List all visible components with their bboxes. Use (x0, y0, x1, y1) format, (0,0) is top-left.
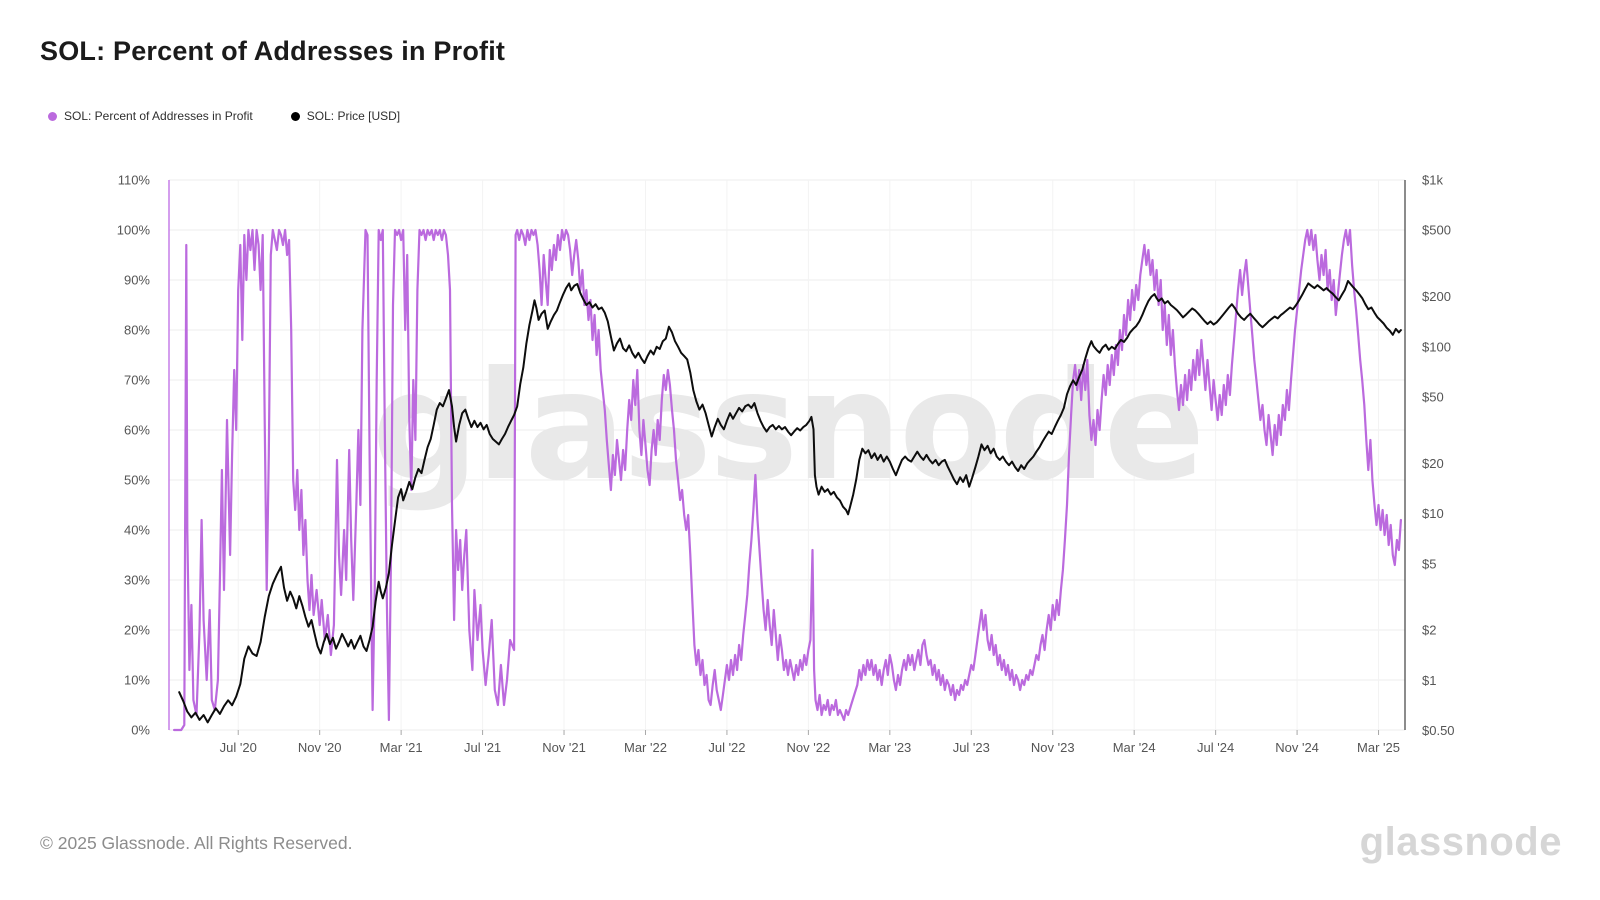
x-axis-tick-label: Nov '21 (542, 740, 586, 755)
x-axis-tick-label: Mar '24 (1113, 740, 1156, 755)
page-title: SOL: Percent of Addresses in Profit (40, 36, 506, 66)
chart-legend: SOL: Percent of Addresses in Profit SOL:… (48, 109, 400, 123)
right-axis-tick-label: $50 (1422, 390, 1444, 405)
legend-label: SOL: Percent of Addresses in Profit (64, 109, 253, 123)
right-axis-tick-label: $100 (1422, 339, 1451, 354)
right-axis-tick-label: $2 (1422, 623, 1436, 638)
plot-area[interactable] (169, 180, 1405, 730)
legend-item-price[interactable]: SOL: Price [USD] (290, 109, 401, 123)
x-axis-tick-label: Jul '21 (464, 740, 501, 755)
right-axis-tick-label: $10 (1422, 506, 1444, 521)
right-axis-tick-label: $1k (1422, 173, 1443, 188)
left-axis-tick-label: 80% (124, 323, 150, 338)
legend-dot-black-icon (290, 111, 300, 121)
left-axis-tick-label: 60% (124, 423, 150, 438)
left-axis-tick-label: 100% (117, 223, 151, 238)
x-axis-tick-label: Jul '24 (1197, 740, 1234, 755)
x-axis-tick-label: Nov '20 (298, 740, 342, 755)
right-axis-tick-label: $5 (1422, 556, 1436, 571)
left-axis-tick-label: 90% (124, 273, 150, 288)
x-axis-tick-label: Jul '20 (220, 740, 257, 755)
legend-label: SOL: Price [USD] (306, 109, 401, 123)
x-axis-tick-label: Jul '22 (708, 740, 745, 755)
x-axis-tick-label: Jul '23 (953, 740, 990, 755)
legend-item-percent-in-profit[interactable]: SOL: Percent of Addresses in Profit (48, 109, 253, 123)
left-axis-tick-label: 10% (124, 673, 150, 688)
x-axis-tick-label: Mar '23 (868, 740, 911, 755)
glassnode-logo: glassnode (1359, 820, 1562, 864)
x-axis-tick-label: Nov '22 (787, 740, 831, 755)
left-axis-tick-label: 0% (131, 723, 150, 738)
x-axis-tick-label: Nov '24 (1275, 740, 1319, 755)
right-axis-tick-label: $0.50 (1422, 723, 1455, 738)
left-axis-tick-label: 70% (124, 373, 150, 388)
left-axis-tick-label: 50% (124, 473, 150, 488)
right-axis-tick-label: $500 (1422, 223, 1451, 238)
left-axis-tick-label: 30% (124, 573, 150, 588)
right-axis-tick-label: $1 (1422, 673, 1436, 688)
copyright-text: © 2025 Glassnode. All Rights Reserved. (40, 833, 353, 853)
right-axis-tick-label: $200 (1422, 289, 1451, 304)
left-axis-tick-label: 20% (124, 623, 150, 638)
left-axis-tick-label: 40% (124, 523, 150, 538)
percent-in-profit-line (173, 228, 1402, 732)
x-axis-tick-label: Mar '21 (380, 740, 423, 755)
glassnode-watermark: glassnode (372, 340, 1203, 514)
x-axis-tick-label: Mar '25 (1357, 740, 1400, 755)
x-axis-tick-label: Mar '22 (624, 740, 667, 755)
right-axis-tick-label: $20 (1422, 456, 1444, 471)
x-axis-tick-label: Nov '23 (1031, 740, 1075, 755)
left-axis-tick-label: 110% (118, 173, 151, 188)
legend-dot-purple-icon (48, 111, 57, 121)
price-line (178, 280, 1402, 724)
chart-canvas: 0% 10% 20% 30% 40% 50% 60% 70% 80% 90% 100% 110% Jul… (117, 173, 1455, 756)
